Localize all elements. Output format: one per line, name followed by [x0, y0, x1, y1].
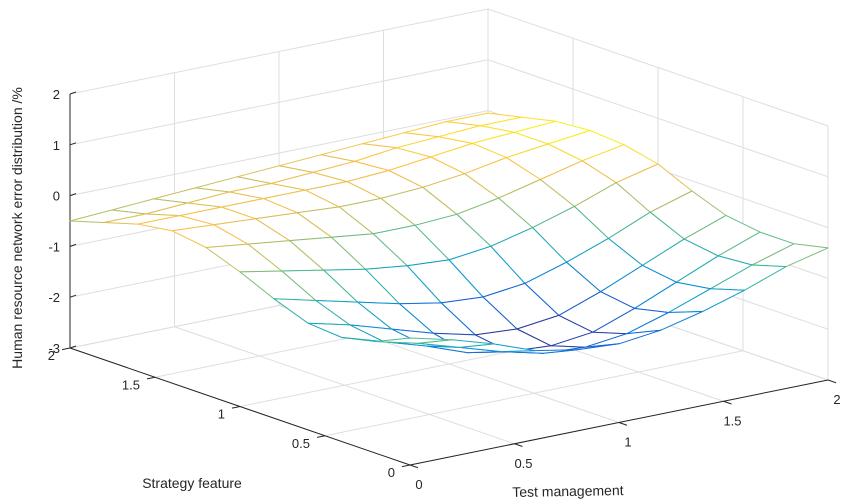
y-tick-mark	[231, 406, 241, 409]
grid-line	[69, 8, 829, 127]
z-tick-label: 1	[53, 138, 60, 153]
z-tick-mark	[69, 142, 77, 146]
y-tick-mark	[146, 376, 156, 380]
x-tick-label: 1	[624, 435, 631, 450]
x-tick-mark	[827, 379, 837, 384]
y-tick-label: 2	[48, 348, 55, 363]
z-tick-mark	[69, 91, 77, 95]
z-tick-label: -3	[48, 341, 60, 356]
x-tick-mark	[514, 443, 523, 447]
z-tick-mark	[69, 243, 77, 247]
grid-line	[69, 110, 829, 229]
x-tick-label: 1.5	[723, 413, 741, 428]
x-tick-mark	[618, 422, 628, 426]
z-tick-label: -2	[48, 290, 60, 305]
x-tick-mark	[409, 464, 419, 469]
y-tick-label: 0.5	[292, 436, 310, 451]
z-tick-label: 2	[53, 87, 60, 102]
x-tick-label: 0.5	[514, 456, 532, 471]
y-tick-mark	[61, 347, 71, 351]
x-axis-label: Test management	[512, 482, 624, 499]
surface-cell	[375, 337, 453, 344]
z-tick-label: -1	[48, 239, 60, 254]
y-tick-mark	[401, 464, 411, 468]
x-tick-label: 2	[833, 392, 840, 407]
z-tick-label: 0	[53, 189, 60, 204]
axis-lines	[61, 91, 837, 469]
grid-line	[69, 59, 829, 178]
z-axis-label: Human resource network error distributio…	[9, 87, 25, 369]
y-tick-label: 1.5	[122, 377, 140, 392]
y-tick-label: 0	[388, 465, 395, 480]
y-tick-mark	[316, 435, 326, 438]
y-axis-label: Strategy feature	[142, 475, 242, 491]
z-tick-mark	[69, 345, 77, 349]
z-tick-mark	[69, 294, 77, 298]
x-tick-label: 0	[415, 477, 422, 492]
x-tick-mark	[723, 400, 732, 405]
y-tick-label: 1	[218, 407, 225, 422]
z-tick-mark	[69, 193, 77, 197]
surface-mesh	[69, 112, 829, 354]
grid-line	[324, 350, 744, 437]
